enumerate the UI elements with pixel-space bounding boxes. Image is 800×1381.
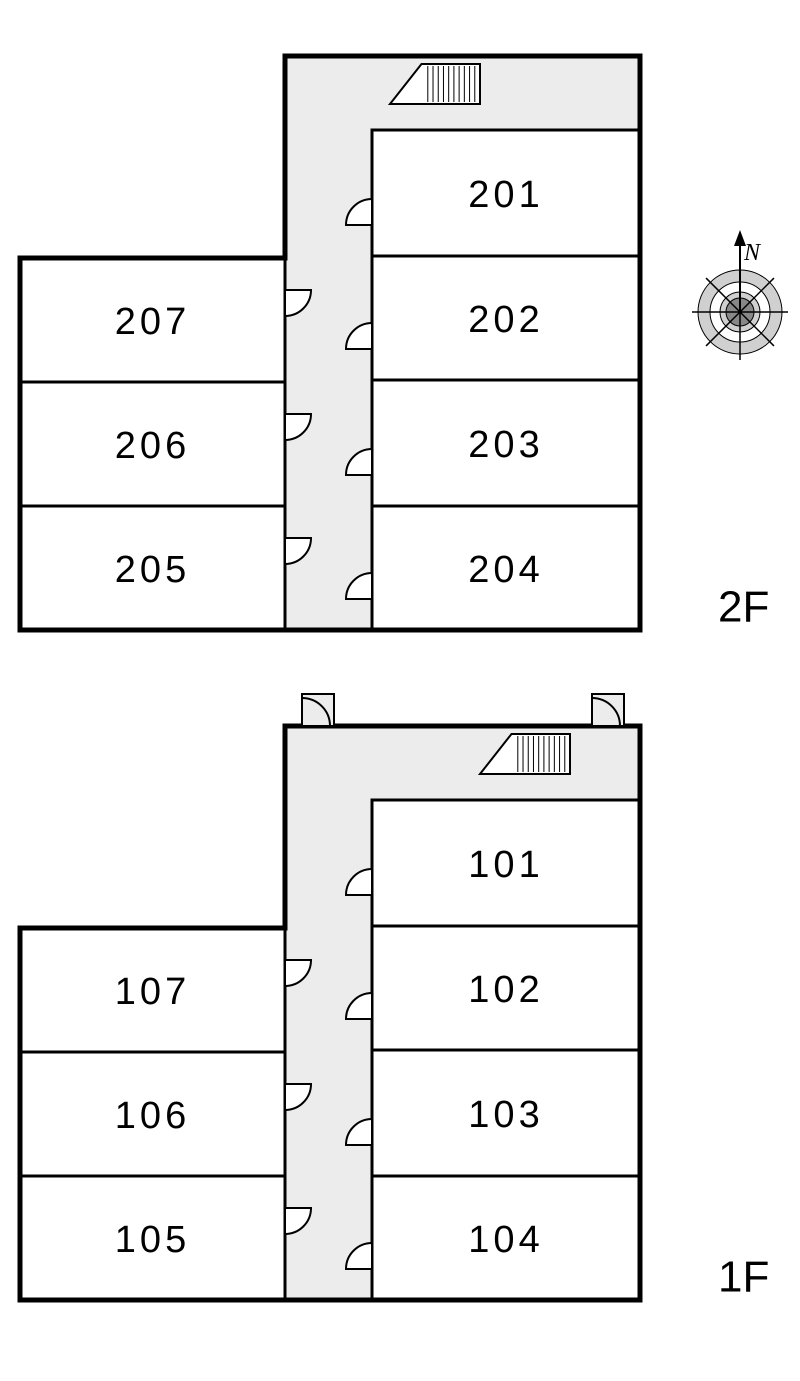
room-label-207: 207 bbox=[115, 301, 190, 343]
room-label-107: 107 bbox=[115, 971, 190, 1013]
room-label-203: 203 bbox=[468, 424, 543, 466]
room-label-106: 106 bbox=[115, 1095, 190, 1137]
room-label-105: 105 bbox=[115, 1219, 190, 1261]
room-label-205: 205 bbox=[115, 549, 190, 591]
floor-label-1F: 1F bbox=[718, 1253, 769, 1302]
room-label-206: 206 bbox=[115, 425, 190, 467]
room-label-102: 102 bbox=[468, 969, 543, 1011]
room-label-202: 202 bbox=[468, 299, 543, 341]
room-label-104: 104 bbox=[468, 1219, 543, 1261]
room-label-103: 103 bbox=[468, 1094, 543, 1136]
room-label-204: 204 bbox=[468, 549, 543, 591]
room-label-201: 201 bbox=[468, 174, 543, 216]
floor-label-2F: 2F bbox=[718, 583, 769, 632]
compass-north-label: N bbox=[743, 240, 762, 266]
room-label-101: 101 bbox=[468, 844, 543, 886]
